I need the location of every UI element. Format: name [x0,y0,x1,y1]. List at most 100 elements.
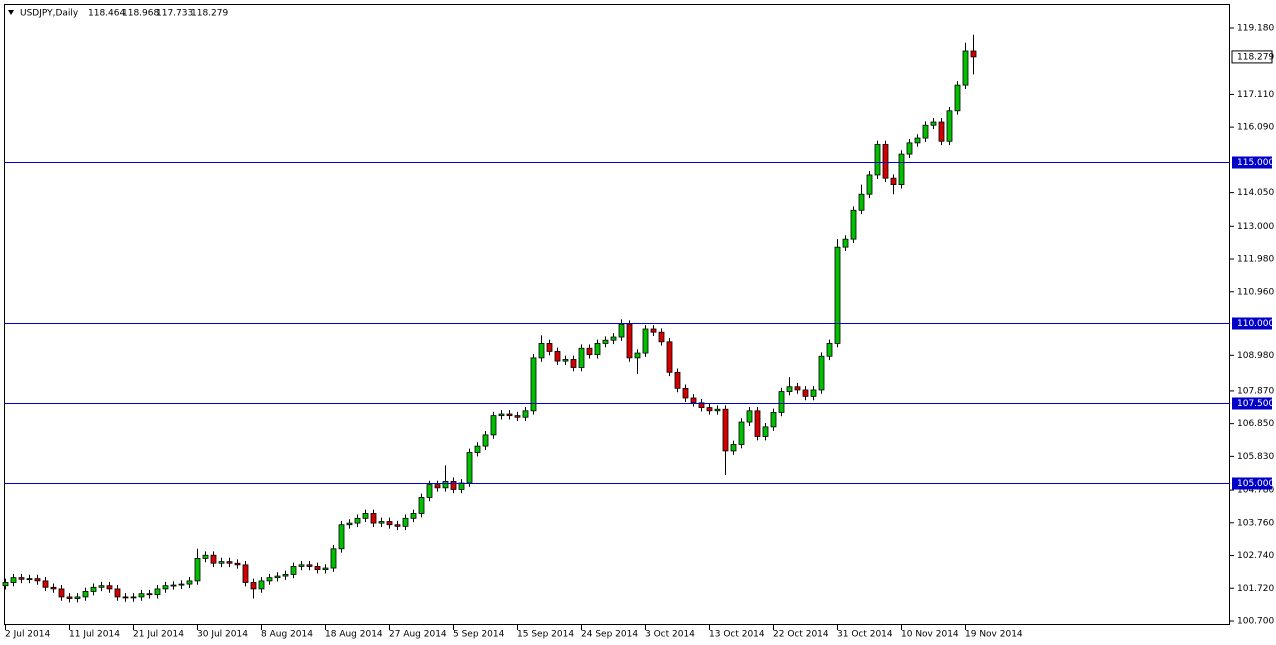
candle-body [250,582,257,590]
candle-body [962,50,969,86]
candle-body [298,564,305,567]
y-tick-label: 111.980 [1237,255,1274,265]
candle-body [746,410,753,423]
candle-body [578,347,585,368]
header-close: 118.279 [191,9,228,19]
candle-body [426,484,433,498]
candle-body [410,513,417,519]
candle-body [58,588,65,598]
candle-body [34,578,41,582]
candle-body [834,246,841,344]
candle-body [794,386,801,391]
candle-body [666,341,673,373]
y-tick-label: 104.780 [1237,486,1274,496]
x-tick-label: 15 Sep 2014 [517,630,574,640]
candle-body [282,574,289,577]
y-tick-label: 108.980 [1237,351,1274,361]
candle-body [322,567,329,571]
last-price-label: 118.279 [1237,52,1274,62]
candle-body [226,561,233,564]
y-tick-label: 107.870 [1237,386,1274,396]
candle-body [634,352,641,359]
y-tick-label: 113.000 [1237,222,1274,232]
candle-body [26,578,33,581]
chart-title: USDJPY,Daily [20,9,79,19]
candle-body [386,521,393,526]
candle-body [138,593,145,598]
candle-body [530,357,537,412]
candle-body [474,445,481,453]
candle-body [890,177,897,185]
candle-body [274,575,281,579]
candle-body [306,564,313,567]
y-tick-label: 102.740 [1237,551,1274,561]
candle-body [314,566,321,571]
x-tick-label: 18 Aug 2014 [325,630,383,640]
plot-frame [4,4,1230,625]
candle-body [882,144,889,179]
candle-body [730,444,737,452]
hline-label: 105.000 [1237,479,1274,489]
candle-body [938,121,945,142]
candle-body [194,558,201,582]
menu-triangle [8,10,14,15]
candle-body [442,481,449,489]
candle-body [554,351,561,362]
header-open: 118.464 [88,9,125,19]
candle-body [682,387,689,399]
candle-body [842,238,849,248]
candle-body [402,517,409,527]
candle-body [370,513,377,524]
candle-body [154,588,161,596]
candle-body [450,481,457,490]
header-low: 117.733 [156,9,193,19]
candle-body [754,410,761,437]
x-tick-label: 30 Jul 2014 [197,630,248,640]
candle-body [778,391,785,413]
candle-body [162,585,169,590]
candle-body [418,497,425,514]
candle-body [546,343,553,352]
candle-body [954,84,961,112]
candle-body [234,562,241,566]
candle-body [802,389,809,397]
candle-body [898,153,905,185]
x-tick-label: 10 Nov 2014 [901,630,959,640]
candle-body [82,591,89,598]
candle-body [538,343,545,359]
candle-body [490,415,497,436]
candle-body [146,593,153,596]
candle-body [586,347,593,356]
candle-body [378,521,385,524]
candle-body [706,407,713,412]
candle-body [346,522,353,526]
x-tick-label: 13 Oct 2014 [709,630,765,640]
candle-body [66,596,73,599]
candle-body [482,434,489,447]
x-tick-label: 21 Jul 2014 [133,630,184,640]
x-tick-label: 24 Sep 2014 [581,630,638,640]
y-tick-label: 105.830 [1237,452,1274,462]
x-tick-label: 8 Aug 2014 [261,630,313,640]
candle-body [50,586,57,590]
y-tick-label: 116.090 [1237,123,1274,133]
last-price-box [1231,50,1273,64]
candle-body [394,524,401,527]
x-tick-label: 3 Oct 2014 [645,630,695,640]
candle-body [674,371,681,389]
candle-body [186,580,193,585]
candle-body [466,452,473,484]
header-high: 118.968 [122,9,159,19]
candle-body [618,323,625,338]
candle-body [594,343,601,356]
candle-body [18,577,25,580]
candle-body [570,359,577,368]
candle-body [946,110,953,142]
y-tick-label: 119.180 [1237,24,1274,34]
candle-body [98,585,105,588]
hline-label-box [1232,317,1272,330]
hline-label-box [1232,477,1272,490]
candle-body [506,413,513,417]
